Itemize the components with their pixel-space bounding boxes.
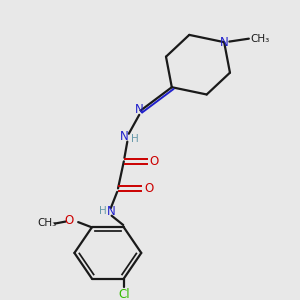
Text: N: N: [120, 130, 129, 143]
Text: N: N: [107, 205, 116, 218]
Text: O: O: [150, 155, 159, 168]
Text: CH₃: CH₃: [250, 34, 269, 44]
Text: H: H: [131, 134, 139, 144]
Text: N: N: [135, 103, 144, 116]
Text: O: O: [65, 214, 74, 227]
Text: Cl: Cl: [118, 288, 130, 300]
Text: CH₃: CH₃: [38, 218, 57, 228]
Text: N: N: [220, 36, 229, 49]
Text: O: O: [144, 182, 153, 195]
Text: H: H: [99, 206, 107, 216]
